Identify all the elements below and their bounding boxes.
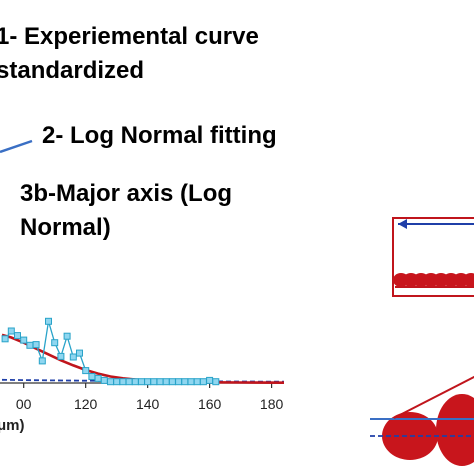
experimental-series-line [4, 321, 216, 383]
experimental-point [187, 378, 195, 386]
experimental-point [100, 376, 108, 384]
series-layer [1, 317, 285, 386]
experimental-point [150, 378, 158, 386]
x-tick-label: 160 [198, 396, 222, 412]
schematic-arrow-head-icon [398, 219, 407, 229]
experimental-point [32, 341, 40, 349]
experimental-point [82, 367, 90, 375]
experimental-point [113, 378, 121, 386]
experimental-point [199, 378, 207, 386]
large-particle [436, 394, 474, 466]
experimental-point [51, 339, 59, 347]
experimental-point [181, 378, 189, 386]
legend-fit-swatch [0, 139, 33, 154]
x-tick-labels: 00 120 140 160 180 [16, 396, 284, 412]
experimental-point [14, 332, 21, 340]
particle-schematic-top [392, 217, 474, 297]
experimental-point [144, 378, 152, 386]
experimental-point [69, 353, 77, 361]
x-axis-title: μm) [0, 417, 25, 434]
tilt-line [393, 375, 474, 419]
experimental-point [131, 378, 139, 386]
experimental-point [76, 349, 83, 357]
experimental-point [57, 352, 65, 360]
particle-schematic-bottom [370, 375, 474, 466]
experimental-point [7, 327, 15, 335]
experimental-point [38, 357, 46, 365]
distribution-chart: 00 120 140 160 180 μm) [0, 317, 285, 434]
experimental-point [175, 378, 183, 386]
experimental-point [212, 378, 220, 386]
experimental-point [125, 378, 133, 386]
legend-experimental-line2: standardized [0, 57, 145, 84]
experimental-point [94, 374, 102, 382]
experimental-point [63, 332, 71, 340]
schematic-frame [392, 217, 474, 297]
experimental-point [1, 335, 9, 343]
major-axis-series-line [1, 378, 285, 383]
legend-major-axis-line1: 3b-Major axis (Log [20, 180, 233, 207]
x-tick-label: 180 [260, 396, 284, 412]
x-tick-label: 00 [16, 396, 32, 412]
x-tick-label: 140 [136, 396, 160, 412]
experimental-point [119, 378, 127, 386]
experimental-point [138, 378, 145, 386]
experimental-point [168, 378, 176, 386]
experimental-point [88, 373, 96, 380]
experimental-point [107, 378, 114, 386]
experimental-point [206, 376, 214, 384]
experimental-point [45, 317, 52, 325]
particle-row [393, 273, 474, 287]
experimental-point [162, 378, 170, 386]
x-tick-label: 120 [74, 396, 98, 412]
legend-lognormal-fit: 2- Log Normal fitting [42, 122, 277, 149]
experimental-point [193, 378, 201, 386]
small-particle [463, 273, 474, 287]
legend-major-axis-line2: Normal) [20, 214, 111, 241]
experimental-point [20, 336, 28, 344]
experimental-point [26, 341, 34, 349]
experimental-point [156, 378, 164, 386]
legend-experimental-line1: 1- Experiemental curve [0, 23, 259, 50]
